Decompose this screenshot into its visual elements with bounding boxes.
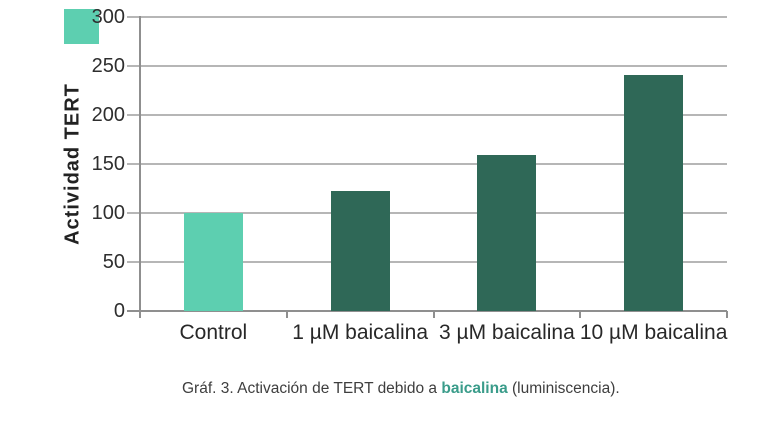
y-tick-label: 200 — [91, 104, 125, 126]
y-tick-label: 300 — [91, 6, 125, 28]
bar-3-µm-baicalina — [477, 155, 537, 311]
bar-control — [183, 213, 243, 311]
x-tick — [285, 311, 288, 318]
x-category-label: 10 µM baicalina — [579, 321, 728, 344]
y-tick-label: 0 — [113, 300, 125, 322]
y-tick-label: 150 — [91, 153, 125, 175]
gridline — [127, 261, 727, 263]
x-tick — [139, 311, 141, 318]
x-axis-line — [127, 310, 727, 312]
y-axis-line — [139, 16, 141, 318]
x-tick — [432, 311, 435, 318]
y-tick-label: 50 — [102, 251, 125, 273]
y-tick-label: 250 — [91, 55, 125, 77]
x-tick — [579, 311, 582, 318]
gridline — [127, 114, 727, 116]
bar-10-µm-baicalina — [624, 74, 684, 311]
caption-highlight-baicalina: baicalina — [441, 380, 508, 397]
caption-text-prefix: Gráf. 3. Activación de TERT debido a — [182, 380, 442, 397]
caption-text-suffix: (luminiscencia). — [507, 380, 620, 397]
gridline — [127, 212, 727, 214]
gridline — [127, 163, 727, 165]
decorative-mint-square — [64, 9, 99, 44]
x-category-label: Control — [179, 321, 248, 344]
gridline — [127, 16, 727, 18]
bar-1-µm-baicalina — [330, 191, 390, 311]
x-tick — [726, 311, 728, 318]
x-category-label: 3 µM baicalina — [438, 321, 575, 344]
gridline — [127, 65, 727, 67]
figure-caption: Gráf. 3. Activación de TERT debido a bai… — [182, 380, 620, 398]
x-category-label: 1 µM baicalina — [292, 321, 429, 344]
y-tick-label: 100 — [91, 202, 125, 224]
